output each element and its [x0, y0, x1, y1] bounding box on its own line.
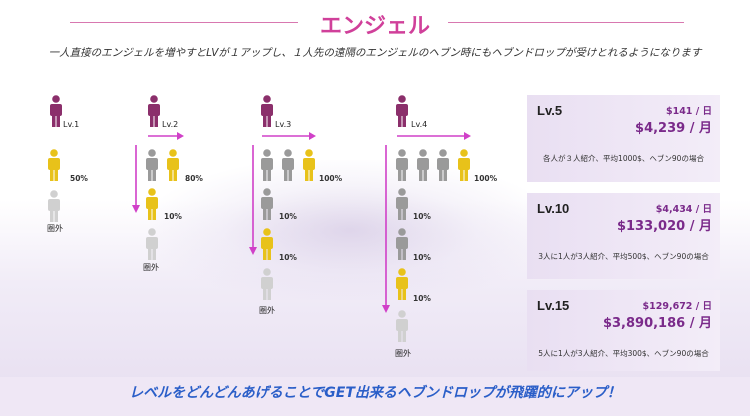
- title-divider-left: [70, 22, 298, 23]
- person-icon-gray: [396, 228, 408, 260]
- card-level: Lv.15: [537, 298, 570, 313]
- level-label: Lv.1: [63, 120, 80, 129]
- person-icon-outside: [261, 268, 273, 300]
- arrow-down-icon: [382, 145, 390, 313]
- person-icon-top: [396, 95, 408, 127]
- person-icon-gray: [417, 149, 429, 181]
- card-level: Lv.10: [537, 201, 570, 216]
- person-icon-gray: [396, 149, 408, 181]
- person-icon-gray: [261, 149, 273, 181]
- card-level: Lv.5: [537, 103, 563, 118]
- level-label: Lv.3: [275, 120, 292, 129]
- person-icon-top: [261, 95, 273, 127]
- percent-label: 100%: [474, 174, 498, 183]
- card-note: 3人に1人が3人紹介、平均500$、ヘブン90の場合: [538, 252, 709, 261]
- person-icon-gold: [167, 149, 179, 181]
- background-decoration: [150, 160, 550, 300]
- person-icon-gold: [303, 149, 315, 181]
- person-icon-gray: [261, 188, 273, 220]
- arrow-down-icon: [249, 145, 257, 255]
- level-label: Lv.4: [411, 120, 428, 129]
- percent-label: 10%: [279, 212, 297, 221]
- page-title: エンジェル: [319, 13, 430, 38]
- percent-label: 10%: [164, 212, 182, 221]
- footer-text: レベルをどんどんあげることでGET出来るヘブンドロップが飛躍的にアップ！: [129, 385, 621, 401]
- earnings-card-lv5: Lv.5 $141 / 日 $4,239 / 月 各人が３人紹介、平均1000$…: [527, 95, 720, 182]
- person-icon-gold: [458, 149, 470, 181]
- person-icon-top: [50, 95, 62, 127]
- percent-label: 10%: [413, 294, 431, 303]
- card-monthly-amount: $3,890,186 / 月: [602, 316, 712, 331]
- card-monthly-amount: $133,020 / 月: [616, 219, 712, 234]
- outside-label: 圏外: [143, 263, 159, 272]
- person-icon-outside: [146, 228, 158, 260]
- percent-label: 10%: [279, 253, 297, 262]
- outside-label: 圏外: [395, 349, 411, 358]
- arrow-right-icon: [262, 132, 316, 140]
- percent-label: 10%: [413, 253, 431, 262]
- person-icon-gray: [396, 188, 408, 220]
- arrow-right-icon: [148, 132, 184, 140]
- title-divider-right: [448, 22, 684, 23]
- person-icon-outside: [48, 190, 60, 222]
- card-monthly-amount: $4,239 / 月: [635, 121, 712, 136]
- person-icon-gold: [396, 268, 408, 300]
- card-daily-amount: $4,434 / 日: [655, 204, 712, 215]
- card-note: 5人に1人が3人紹介、平均300$、ヘブン90の場合: [538, 349, 709, 358]
- percent-label: 80%: [185, 174, 203, 183]
- level-label: Lv.2: [162, 120, 179, 129]
- person-icon-gold: [261, 228, 273, 260]
- page-subtitle: 一人直接のエンジェルを増やすとLVが１アップし、１人先の遠隔のエンジェルのヘブン…: [48, 47, 702, 59]
- person-icon-outside: [396, 310, 408, 342]
- person-icon-gold: [146, 188, 158, 220]
- outside-label: 圏外: [259, 306, 275, 315]
- card-daily-amount: $129,672 / 日: [642, 301, 712, 312]
- person-icon-top: [148, 95, 160, 127]
- arrow-down-icon: [132, 145, 140, 213]
- percent-label: 50%: [70, 174, 88, 183]
- arrow-right-icon: [397, 132, 471, 140]
- outside-label: 圏外: [47, 224, 63, 233]
- footer-banner: [0, 377, 750, 416]
- percent-label: 100%: [319, 174, 343, 183]
- person-icon-gray: [437, 149, 449, 181]
- card-note: 各人が３人紹介、平均1000$、ヘブン90の場合: [543, 154, 704, 163]
- person-icon-gray: [146, 149, 158, 181]
- person-icon-gray: [282, 149, 294, 181]
- earnings-card-lv10: Lv.10 $4,434 / 日 $133,020 / 月 3人に1人が3人紹介…: [527, 193, 720, 279]
- earnings-card-lv15: Lv.15 $129,672 / 日 $3,890,186 / 月 5人に1人が…: [527, 290, 720, 371]
- percent-label: 10%: [413, 212, 431, 221]
- person-icon-gold: [48, 149, 60, 181]
- card-daily-amount: $141 / 日: [665, 106, 712, 117]
